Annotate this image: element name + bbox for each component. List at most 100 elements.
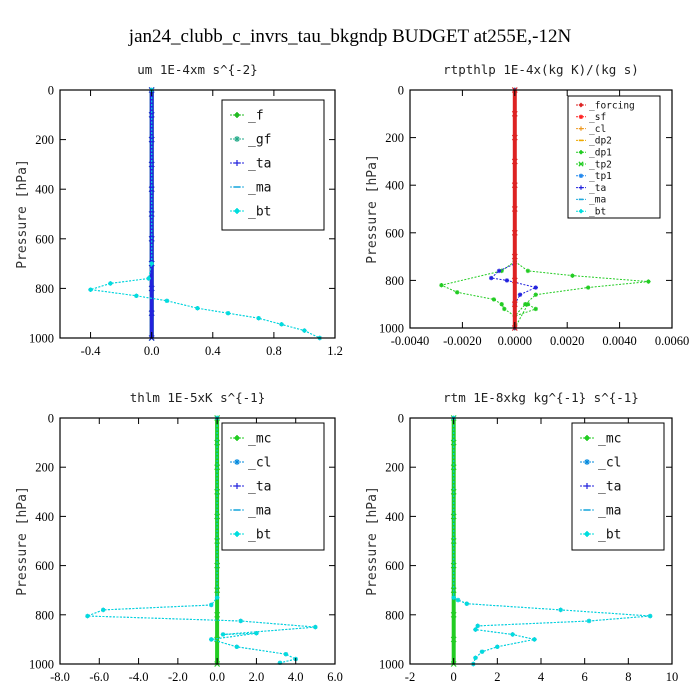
- data-point: [496, 268, 502, 274]
- legend-entry: _mc: [248, 432, 271, 447]
- data-point: [149, 261, 154, 266]
- legend-entry: _bt: [589, 207, 606, 218]
- x-tick-label: 2: [494, 670, 500, 684]
- y-tick-label: 800: [35, 608, 54, 622]
- data-point: [533, 292, 538, 297]
- data-point: [570, 273, 575, 278]
- x-tick-label: 8: [625, 670, 631, 684]
- legend-marker: [234, 459, 240, 465]
- legend-box: [221, 99, 325, 231]
- y-tick-label: 200: [385, 461, 404, 475]
- x-tick-label: 6.0: [327, 670, 343, 684]
- legend-entry: _ta: [248, 480, 271, 495]
- legend-marker: [584, 483, 590, 489]
- data-point: [511, 158, 518, 165]
- data-point: [214, 595, 220, 600]
- legend-entry: _f: [248, 109, 264, 124]
- data-point: [313, 624, 318, 630]
- data-point: [256, 315, 261, 321]
- y-tick-label: 400: [385, 510, 404, 524]
- data-point: [511, 301, 518, 308]
- data-point: [491, 297, 497, 302]
- data-point: [88, 287, 93, 292]
- x-tick-label: -0.0020: [443, 334, 482, 348]
- data-point: [209, 637, 214, 642]
- x-tick-label: 2.0: [249, 670, 265, 684]
- data-point: [511, 229, 518, 236]
- y-tick-label: 800: [385, 608, 404, 622]
- chart-panel-4: rtm 1E-8xkg kg^{-1} s^{-1} Pressure [hPa]…: [365, 390, 678, 684]
- data-point: [511, 206, 518, 212]
- y-axis-label: Pressure [hPa]: [15, 486, 30, 596]
- series-forcing: [511, 87, 518, 331]
- data-point: [220, 632, 226, 637]
- data-point: [439, 282, 444, 288]
- data-point: [647, 613, 653, 619]
- panel-title: rtpthlp 1E-4x(kg K)/(kg s): [443, 62, 639, 77]
- data-point: [214, 611, 221, 618]
- legend-entry: _cl: [598, 456, 621, 471]
- legend-entry: _ma: [248, 181, 271, 196]
- legend-marker: [233, 207, 241, 215]
- legend-entry: _cl: [589, 124, 606, 135]
- x-tick-label: -0.4: [81, 344, 102, 358]
- legend-entry: _mc: [598, 432, 621, 447]
- y-tick-label: 600: [385, 226, 404, 240]
- x-tick-label: 0.0: [144, 344, 160, 358]
- data-point: [532, 637, 537, 642]
- legend-marker: [234, 483, 240, 489]
- y-tick-label: 0: [398, 412, 404, 426]
- legend-marker: [583, 434, 591, 442]
- data-point: [234, 644, 239, 649]
- x-tick-label: -2: [405, 670, 415, 684]
- y-tick-label: 0: [398, 84, 404, 98]
- y-tick-label: 600: [385, 559, 404, 573]
- y-tick-label: 200: [35, 461, 54, 475]
- legend-marker: [578, 185, 584, 190]
- legend-marker: [234, 136, 240, 142]
- y-tick-label: 600: [35, 559, 54, 573]
- x-tick-label: -2.0: [168, 670, 188, 684]
- data-point: [283, 651, 289, 657]
- legend-entry: _ma: [248, 504, 271, 519]
- data-point: [511, 277, 518, 284]
- data-point: [646, 279, 651, 284]
- data-point: [454, 290, 460, 295]
- legend-entry: _dp1: [589, 148, 612, 159]
- legend-marker: [578, 173, 584, 178]
- x-tick-label: 0.0020: [550, 334, 584, 348]
- series-bt: [451, 415, 653, 667]
- data-point: [277, 660, 283, 665]
- legend-marker: [583, 530, 591, 538]
- data-point: [479, 649, 485, 654]
- data-point: [146, 276, 151, 281]
- y-axis-label: Pressure [hPa]: [365, 486, 380, 596]
- data-point: [164, 298, 170, 303]
- legend: _mc _cl _ta _ma _bt: [221, 422, 325, 551]
- series-tp2: [439, 87, 538, 331]
- legend-marker: [233, 434, 241, 442]
- y-tick-label: 1000: [29, 658, 54, 672]
- x-tick-label: 0: [451, 670, 457, 684]
- data-point: [511, 134, 518, 141]
- series-line: [87, 418, 316, 664]
- data-point: [450, 611, 457, 618]
- legend-entry: _ta: [589, 183, 606, 194]
- x-tick-label: 0.0000: [498, 334, 532, 348]
- y-tick-label: 600: [35, 232, 54, 246]
- data-point: [517, 292, 523, 297]
- chart-panel-3: thlm 1E-5xK s^{-1} Pressure [hPa] 0 200 400 6…: [15, 390, 343, 684]
- legend-entry: _forcing: [589, 100, 635, 111]
- y-tick-label: 1000: [29, 332, 54, 346]
- x-tick-label: 0.4: [205, 344, 221, 358]
- legend-entry: _sf: [589, 112, 606, 123]
- data-point: [148, 310, 155, 317]
- data-point: [525, 268, 531, 274]
- legend-marker: [578, 102, 584, 108]
- data-point: [499, 302, 504, 307]
- data-point: [511, 253, 518, 260]
- legend-entry: _cl: [248, 456, 271, 471]
- y-tick-label: 0: [48, 84, 54, 98]
- x-tick-label: 0.0060: [655, 334, 689, 348]
